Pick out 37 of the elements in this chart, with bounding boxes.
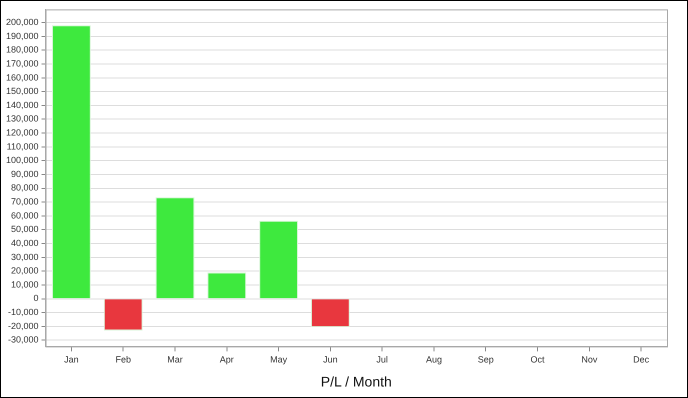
y-tick-label: 100,000 bbox=[6, 155, 39, 166]
y-tick-label: 30,000 bbox=[11, 252, 39, 262]
x-tick-label: Jun bbox=[323, 354, 338, 364]
x-tick-label: Dec bbox=[633, 354, 650, 364]
y-tick-label: -20,000 bbox=[8, 320, 39, 331]
y-tick-label: -10,000 bbox=[8, 307, 39, 318]
y-tick-label: 200,000 bbox=[6, 17, 39, 28]
y-tick-label: -30,000 bbox=[8, 334, 39, 345]
x-tick-label: Apr bbox=[220, 354, 234, 364]
x-tick-label: May bbox=[270, 354, 288, 364]
y-tick-label: 0 bbox=[34, 293, 39, 304]
y-tick-label: 90,000 bbox=[11, 168, 39, 179]
y-tick-label: 110,000 bbox=[6, 141, 39, 152]
y-tick-label: 120,000 bbox=[6, 127, 39, 138]
y-tick-label: 130,000 bbox=[6, 114, 39, 124]
y-tick-label: 160,000 bbox=[6, 72, 39, 82]
y-tick-label: 40,000 bbox=[11, 238, 39, 248]
x-axis-title: P/L / Month bbox=[320, 373, 392, 390]
y-tick-label: 140,000 bbox=[6, 100, 39, 110]
x-tick-label: Nov bbox=[581, 354, 598, 364]
y-tick-label: 60,000 bbox=[11, 210, 39, 220]
y-tick-label: 170,000 bbox=[6, 58, 39, 68]
x-tick-label: Feb bbox=[115, 354, 131, 364]
y-tick-label: 80,000 bbox=[11, 182, 39, 193]
y-tick-label: 150,000 bbox=[6, 86, 39, 96]
x-tick-label: Jan bbox=[64, 354, 79, 364]
x-tick-label: Sep bbox=[478, 354, 494, 364]
y-tick-label: 20,000 bbox=[11, 266, 39, 276]
x-tick-label: Oct bbox=[530, 354, 546, 364]
y-tick-label: 190,000 bbox=[6, 30, 39, 41]
x-tick-label: Aug bbox=[426, 354, 442, 364]
y-tick-label: 10,000 bbox=[11, 279, 39, 290]
y-tick-label: 50,000 bbox=[11, 224, 39, 234]
x-tick-label: Mar bbox=[167, 354, 183, 364]
x-tick-label: Jul bbox=[376, 354, 388, 364]
y-tick-label: 180,000 bbox=[6, 44, 39, 55]
y-tick-label: 70,000 bbox=[11, 196, 39, 207]
